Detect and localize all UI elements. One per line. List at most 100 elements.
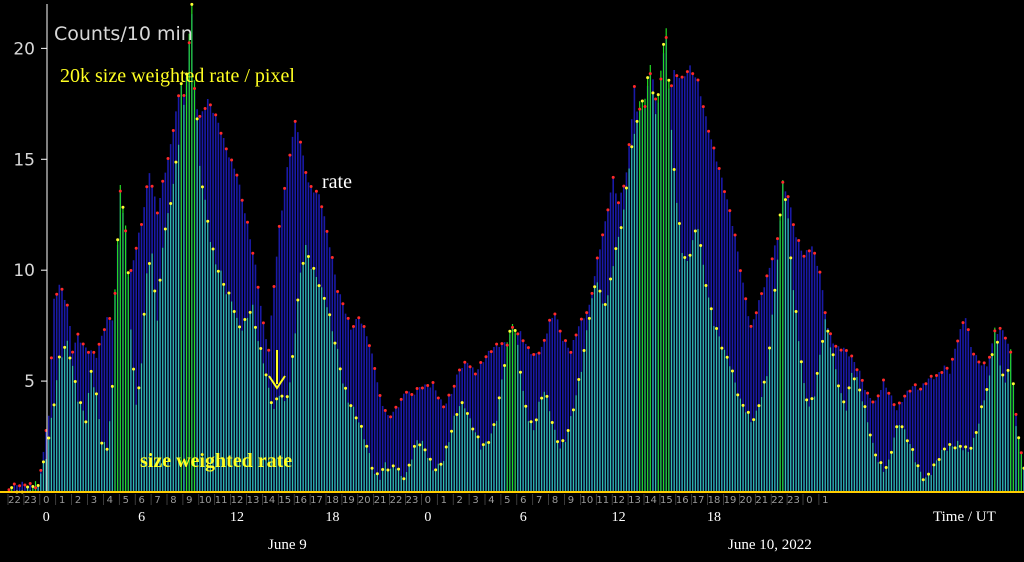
rate-point [230, 158, 234, 162]
rate-point [431, 381, 435, 385]
weighted-point [63, 345, 67, 349]
rate-point [579, 317, 583, 321]
weighted-point [852, 377, 856, 381]
hour-tick-label: 16 [676, 495, 689, 506]
hour-tick-label: 6 [138, 495, 144, 506]
rate-point [383, 409, 387, 413]
hour-tick-label: 0 [425, 495, 431, 506]
rate-point [818, 270, 822, 274]
hour-tick-label: 5 [123, 495, 129, 506]
weighted-point [238, 325, 242, 329]
rate-point [606, 208, 610, 212]
weighted-point [132, 367, 136, 371]
rate-point [240, 198, 244, 202]
weighted-point [741, 403, 745, 407]
weighted-point [508, 329, 512, 333]
weighted-point [338, 367, 342, 371]
rate-point [458, 368, 461, 372]
rate-point [675, 74, 679, 78]
weighted-point [434, 468, 438, 472]
rate-point [516, 332, 520, 336]
rate-point [283, 186, 287, 190]
weighted-point [206, 219, 210, 223]
rate-point [34, 486, 37, 490]
rate-point [585, 311, 589, 315]
y-axis-label: Counts/10 min [54, 23, 193, 45]
rate-point [903, 394, 907, 398]
weighted-point [662, 42, 666, 46]
rate-point [611, 175, 615, 179]
y-tick-label: 15 [13, 150, 35, 170]
major-tick-label: 0 [43, 510, 50, 525]
rate-point [155, 211, 159, 215]
rate-point [950, 357, 954, 361]
rate-point [717, 167, 721, 171]
major-tick-label: 0 [424, 510, 431, 525]
weighted-point [545, 394, 549, 398]
rate-point [452, 384, 456, 388]
rate-point [314, 189, 318, 193]
rate-point [235, 173, 239, 177]
weighted-point [57, 355, 61, 359]
rate-point [97, 342, 101, 346]
weighted-point [211, 247, 215, 251]
rate-point [696, 78, 700, 82]
rate-point [765, 274, 769, 278]
major-tick-label: 6 [138, 510, 145, 525]
weighted-point [640, 99, 644, 103]
major-ticks: 0 6 12 18 0 6 12 18 [43, 510, 721, 525]
weighted-point [863, 405, 867, 409]
weighted-point [354, 416, 358, 420]
weighted-point [725, 355, 729, 359]
rate-point [707, 129, 711, 133]
rate-point [685, 70, 689, 74]
weighted-point [810, 397, 814, 401]
rate-point [924, 382, 928, 386]
rate-point [988, 355, 991, 359]
hour-tick-label: 21 [755, 495, 768, 506]
weighted-point [534, 418, 538, 422]
hour-tick-label: 6 [520, 495, 526, 506]
weighted-point [248, 310, 252, 314]
weighted-point [746, 410, 750, 414]
major-tick-label: 6 [520, 510, 527, 525]
hour-tick-label: 12 [231, 495, 244, 506]
rate-point [214, 113, 218, 117]
rate-point [638, 107, 642, 111]
rate-point [134, 246, 138, 250]
weighted-point [889, 450, 893, 454]
weighted-point [418, 443, 422, 447]
rate-point [65, 303, 69, 307]
weighted-point [301, 261, 305, 265]
weighted-point [179, 82, 183, 86]
hour-tick-label: 4 [107, 495, 113, 506]
rate-point [770, 257, 774, 261]
rate-point [876, 394, 880, 398]
rate-point [410, 392, 414, 396]
weighted-point [821, 339, 825, 343]
hour-tick-label: 11 [596, 495, 609, 506]
hour-tick-label: 10 [580, 495, 593, 506]
rate-point [601, 233, 605, 237]
weighted-point [916, 464, 920, 468]
hour-tick-label: 13 [247, 495, 260, 506]
weighted-point [296, 298, 300, 302]
rate-point [420, 386, 424, 390]
rate-point [256, 285, 260, 289]
rate-point [1003, 336, 1007, 340]
weighted-point [995, 340, 999, 344]
rate-point [124, 229, 128, 233]
rate-point [940, 371, 944, 375]
rate-point [956, 339, 960, 343]
rate-point [993, 329, 997, 333]
weighted-point [68, 356, 72, 360]
weighted-point [858, 388, 862, 392]
rate-point [18, 484, 22, 488]
rate-point [309, 184, 313, 188]
hour-tick-label: 7 [154, 495, 160, 506]
rate-point [251, 251, 255, 255]
rate-point [680, 75, 684, 79]
rate-point [972, 352, 976, 356]
rate-point [293, 119, 297, 123]
weighted-point [609, 277, 613, 281]
